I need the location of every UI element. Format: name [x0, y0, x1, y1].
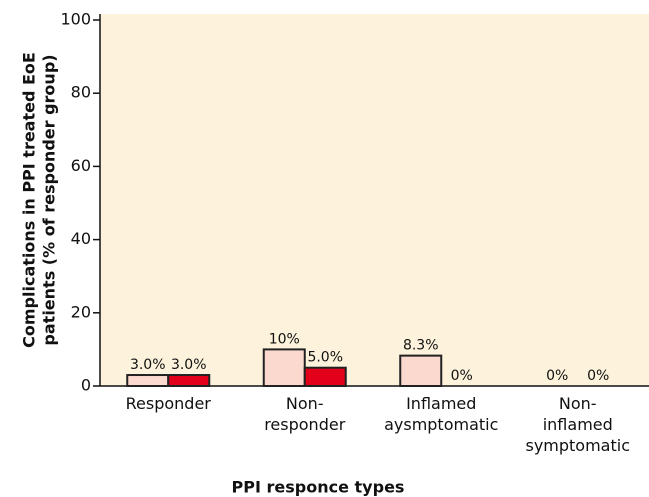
- x-tick-label-line: Non-: [286, 394, 324, 413]
- y-tick-label: 40: [71, 229, 91, 248]
- y-axis-label: Complications in PPI treated EoE patient…: [20, 52, 59, 348]
- y-tick-label: 100: [60, 10, 91, 29]
- bar: [303, 366, 347, 388]
- x-tick-label-line: inflamed: [543, 415, 613, 434]
- bar: [126, 374, 170, 387]
- x-tick-label-line: symptomatic: [525, 436, 630, 455]
- value-label: 8.3%: [403, 338, 439, 354]
- x-tick-label-line: Responder: [126, 394, 212, 413]
- bar: [399, 354, 443, 388]
- x-tick-label: Inflamed aysmptomatic: [384, 394, 498, 434]
- x-tick-label: Non-inflamed symptomatic: [525, 394, 630, 455]
- value-label: 10%: [269, 331, 300, 347]
- bar: [167, 374, 211, 387]
- value-label: 0%: [587, 368, 609, 384]
- value-label: 3.0%: [130, 357, 166, 373]
- value-label: 5.0%: [307, 350, 343, 366]
- y-tick-label: 80: [71, 83, 91, 102]
- x-tick-label-line: Inflamed: [406, 394, 476, 413]
- value-label: 0%: [451, 368, 473, 384]
- y-tick-label: 0: [81, 376, 91, 395]
- x-tick-label: Responder: [126, 394, 212, 413]
- x-axis-label: PPI responce types: [232, 478, 405, 497]
- y-axis-label-line: patients (% of responder group): [40, 54, 59, 345]
- value-label: 0%: [546, 368, 568, 384]
- value-label: 3.0%: [171, 357, 207, 373]
- y-tick-label: 60: [71, 156, 91, 175]
- y-tick-label: 20: [71, 302, 91, 321]
- x-tick-label-line: Non-: [559, 394, 597, 413]
- plot-background: [100, 14, 649, 386]
- x-tick-label: Non-responder: [264, 394, 345, 434]
- y-axis-label-line: Complications in PPI treated EoE: [20, 52, 39, 348]
- x-tick-label-line: aysmptomatic: [384, 415, 498, 434]
- bar: [262, 348, 306, 387]
- x-tick-label-line: responder: [264, 415, 345, 434]
